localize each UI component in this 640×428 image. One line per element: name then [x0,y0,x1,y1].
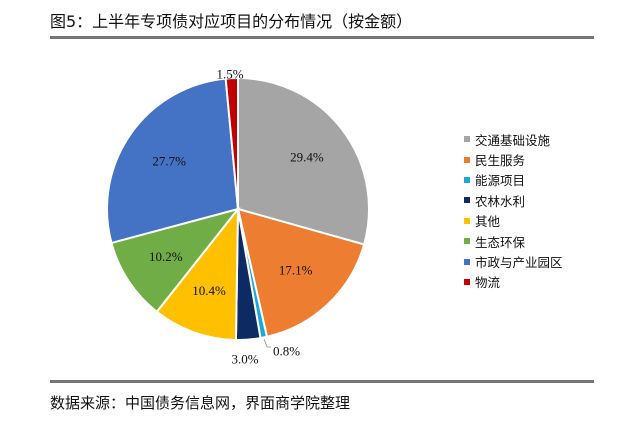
pie-slice-7 [106,77,240,245]
legend-swatch [464,176,470,183]
legend-swatch [464,197,470,204]
pie-slice-2 [236,207,366,338]
legend-item-6: 生态环保 [464,231,563,251]
data-label-4: 3.0% [231,352,258,367]
legend-label: 生态环保 [475,234,526,250]
legend-swatch [464,136,470,143]
legend-label: 交通基础设施 [475,132,551,148]
legend-item-2: 民生服务 [464,149,563,169]
data-label-5: 10.4% [192,283,226,298]
legend-swatch [464,156,470,163]
pie-slice-8 [224,76,239,210]
legend-swatch [464,278,470,285]
legend-item-1: 交通基础设施 [464,129,563,149]
chart-title: 图5：上半年专项债对应项目的分布情况（按金额） [50,12,413,31]
data-label-8: 1.5% [216,67,243,82]
pie-slice-1 [237,76,370,246]
bottom-divider [50,380,594,383]
legend-item-8: 物流 [464,272,563,292]
data-source-note: 数据来源：中国债务信息网，界面商学院整理 [50,394,351,412]
legend-swatch [464,217,470,224]
pie-slice-5 [155,206,240,341]
data-label-3: 0.8% [273,344,300,359]
data-label-7: 27.7% [152,154,186,169]
legend-item-3: 能源项目 [464,170,563,190]
legend-label: 市政与产业园区 [475,255,563,271]
legend-swatch [464,258,470,265]
legend-label: 能源项目 [475,173,526,189]
legend-item-7: 市政与产业园区 [464,251,563,271]
data-label-2: 17.1% [279,262,313,277]
legend-item-4: 农林水利 [464,190,563,210]
leader-line [263,339,271,348]
data-label-6: 10.2% [149,249,183,264]
legend-label: 物流 [475,275,501,291]
legend-label: 其他 [475,214,501,230]
legend-label: 民生服务 [475,153,526,169]
top-divider [50,36,594,39]
legend-swatch [464,238,470,245]
legend-label: 农林水利 [475,193,526,209]
data-label-1: 29.4% [290,149,324,164]
legend-item-5: 其他 [464,211,563,231]
chart-legend: 交通基础设施 民生服务能源项目农林水利其他生态环保市政与产业园区 物流 [464,129,563,292]
